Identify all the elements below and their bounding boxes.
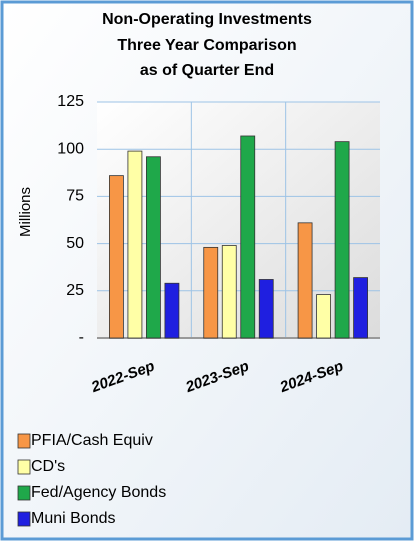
plot-area	[97, 102, 380, 338]
y-tick-label: 50	[66, 235, 84, 252]
chart-title: as of Quarter End	[140, 62, 274, 79]
y-tick-label: 75	[66, 188, 84, 205]
bar	[316, 294, 331, 339]
legend-label: Fed/Agency Bonds	[31, 484, 166, 501]
bar	[221, 245, 237, 339]
legend-label: CD's	[31, 458, 65, 475]
legend-swatch	[17, 485, 31, 501]
legend-swatch	[17, 459, 31, 475]
bar	[240, 135, 256, 339]
legend-label: PFIA/Cash Equiv	[31, 432, 153, 449]
bar	[164, 282, 180, 339]
legend-label: Muni Bonds	[31, 510, 116, 527]
chart-title: Non-Operating Investments	[102, 11, 312, 28]
legend-swatch	[17, 433, 31, 449]
y-tick-label: -	[79, 329, 84, 346]
bar	[258, 279, 274, 339]
y-tick-label: 125	[57, 93, 84, 110]
y-axis-label: Millions	[17, 187, 34, 237]
bar	[127, 150, 143, 339]
bar	[203, 246, 219, 339]
chart-title: Three Year Comparison	[117, 37, 296, 54]
bar	[297, 222, 313, 339]
bar	[334, 141, 350, 339]
legend-swatch	[17, 511, 31, 527]
bar	[353, 277, 368, 339]
bar	[109, 175, 124, 339]
y-tick-label: 25	[66, 282, 84, 299]
bar	[146, 156, 161, 339]
y-tick-label: 100	[57, 140, 84, 157]
